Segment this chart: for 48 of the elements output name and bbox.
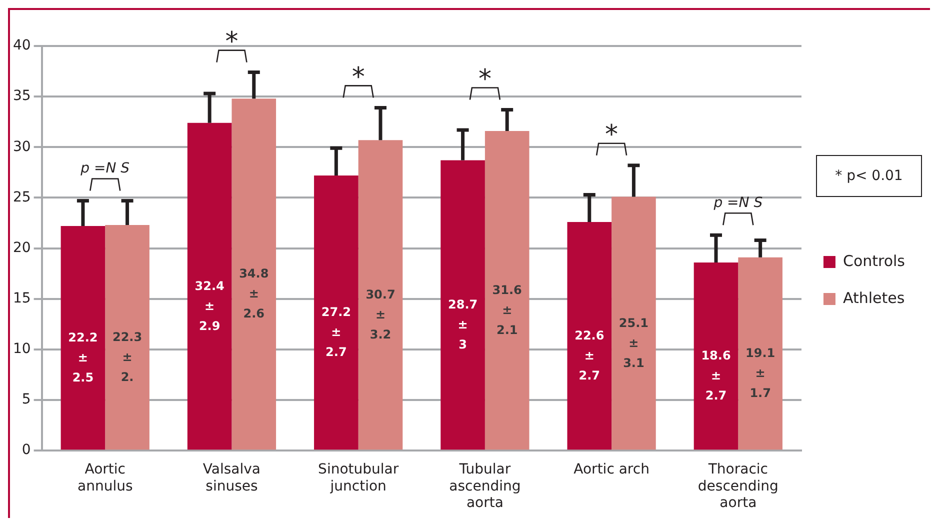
bar: [440, 160, 485, 450]
y-tick-label: 15: [12, 290, 31, 307]
annotation: p =N S: [80, 160, 130, 176]
annotation: *: [478, 64, 492, 94]
y-tick-label: 35: [12, 88, 31, 104]
data-label: 34.8 ± 2.6: [239, 266, 269, 321]
legend-label: Athletes: [842, 288, 905, 307]
data-label: 27.2 ± 2.7: [321, 305, 351, 360]
y-tick-label: 10: [12, 341, 31, 358]
bar: [232, 98, 276, 450]
data-label: 28.7 ± 3: [448, 298, 478, 352]
x-tick-label: Aortic arch: [574, 462, 650, 478]
data-label: 32.4 ± 2.9: [194, 278, 224, 333]
bar: [567, 222, 612, 450]
data-label: 19.1 ± 1.7: [746, 346, 776, 400]
text: * p< 0.01: [816, 155, 922, 197]
y-tick-label: 30: [12, 138, 31, 155]
annotation: *: [225, 27, 238, 58]
x-tick-label: Thoracic descending aorta: [698, 462, 778, 512]
annotation: *: [352, 62, 365, 92]
y-tick-label: 25: [12, 189, 31, 206]
bar: [314, 175, 358, 450]
bar: [60, 226, 106, 450]
x-tick-label: Aortic annulus: [77, 462, 133, 494]
annotation: *: [605, 120, 618, 150]
data-label: 18.6 ± 2.7: [701, 348, 731, 403]
bar: [358, 140, 403, 450]
bar: [738, 257, 782, 450]
data-label: 22.6 ± 2.7: [574, 328, 604, 382]
data-label: 22.2 ± 2.5: [68, 330, 98, 384]
bar: [694, 262, 738, 450]
x-tick-label: Sinotubular junction: [318, 462, 399, 494]
x-tick-label: Tubular ascending aorta: [449, 462, 521, 512]
data-label: 31.6 ± 2.1: [492, 282, 522, 337]
y-tick-label: 40: [12, 38, 31, 54]
data-label: 22.3 ± 2.: [112, 330, 142, 384]
y-tick-label: 0: [22, 442, 31, 458]
x-tick-label: Valsalva sinuses: [202, 462, 261, 494]
data-label: 30.7 ± 3.2: [366, 287, 396, 342]
y-tick-label: 5: [22, 392, 31, 408]
data-label: 25.1 ± 3.1: [618, 316, 649, 370]
bar: [105, 225, 150, 450]
legend-label: Controls: [842, 252, 906, 270]
bar: [484, 130, 530, 450]
bar: [612, 196, 656, 450]
bar: [187, 122, 232, 450]
annotation: p =N S: [712, 194, 763, 211]
y-tick-label: 20: [12, 240, 31, 256]
